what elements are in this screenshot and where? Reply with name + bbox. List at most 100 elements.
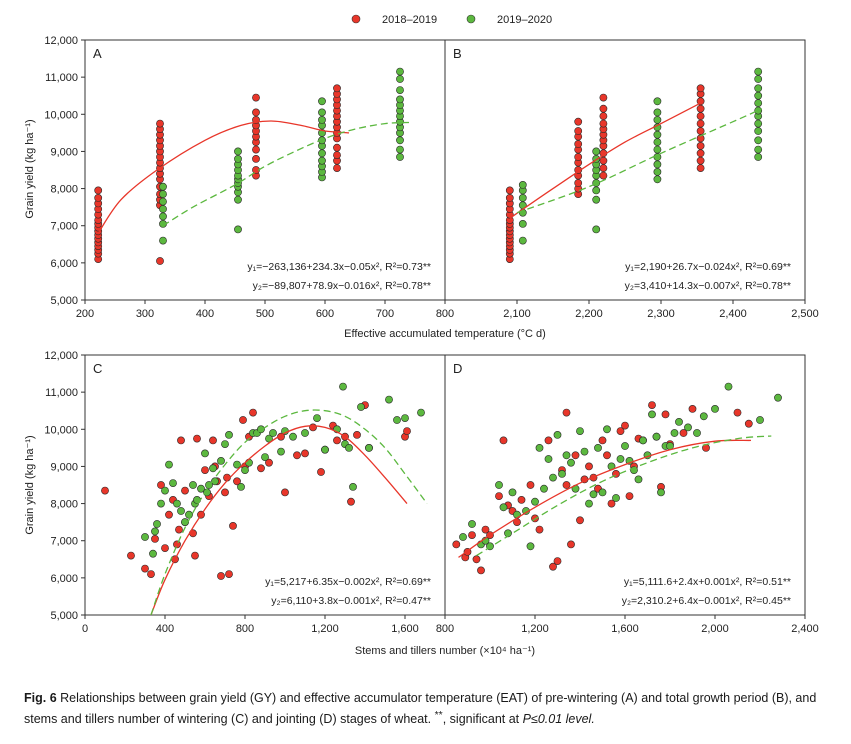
point-B-1-15	[592, 147, 601, 156]
point-D-1-18	[558, 469, 566, 478]
point-A-1-28	[318, 108, 326, 117]
point-B-0-28	[599, 171, 608, 180]
y-tick-label-A-7: 12,000	[44, 35, 78, 47]
figure-caption: Fig. 6 Relationships between grain yield…	[24, 690, 839, 728]
point-A-0-34	[252, 154, 260, 163]
point-D-1-16	[549, 473, 557, 482]
point-D-0-18	[549, 562, 557, 571]
figure-panels: 2018–2019 2019–2020 Grain yield (kg ha⁻¹…	[24, 14, 819, 657]
panel-A: 5,000 6,000 7,000 8,000 9,000 10,000 11,000 12,…	[44, 35, 446, 320]
point-B-1-4	[518, 193, 527, 202]
point-B-0-38	[599, 104, 608, 113]
point-A-1-32	[396, 136, 404, 145]
point-D-0-14	[526, 481, 535, 489]
caption-text: Relationships between grain yield (GY) a…	[24, 691, 817, 727]
point-D-1-1	[468, 520, 476, 528]
point-C-1-44	[349, 482, 357, 491]
fit-line-B-1	[516, 108, 763, 214]
point-D-0-23	[567, 540, 575, 549]
y-axis-title-bottom: Grain yield (kg ha⁻¹)	[24, 435, 36, 534]
point-C-1-41	[339, 382, 347, 391]
point-D-0-8	[495, 492, 503, 500]
point-D-1-15	[544, 455, 553, 463]
x-tick-label-C-3: 1,200	[311, 623, 339, 635]
point-C-1-25	[237, 482, 245, 491]
point-B-0-40	[696, 164, 705, 172]
point-B-1-21	[653, 138, 662, 146]
equation-C-1: y₂=6,110+3.8x−0.001x², R²=0.47**	[271, 595, 431, 607]
point-C-0-40	[309, 423, 317, 432]
point-B-1-30	[754, 127, 763, 135]
point-D-1-20	[567, 458, 575, 467]
point-B-1-27	[754, 153, 763, 161]
y-tick-label-A-1: 6,000	[50, 258, 78, 270]
point-D-1-28	[603, 425, 611, 434]
point-B-1-17	[653, 167, 662, 176]
point-C-0-21	[209, 436, 217, 445]
point-A-1-2	[159, 212, 167, 221]
x-tick-label-D-1: 1,200	[521, 623, 549, 635]
point-D-1-11	[526, 542, 535, 551]
point-D-0-27	[585, 462, 593, 471]
point-B-0-27	[574, 117, 583, 126]
point-D-1-44	[675, 417, 683, 426]
point-A-1-41	[396, 75, 404, 83]
y-tick-label-A-6: 11,000	[45, 72, 78, 84]
point-B-0-36	[599, 119, 608, 128]
point-B-0-22	[574, 153, 583, 161]
point-A-0-31	[156, 119, 164, 128]
point-B-1-33	[754, 106, 763, 115]
point-C-0-3	[147, 570, 155, 578]
point-C-0-5	[157, 481, 165, 489]
equation-B-0: y₁=2,190+26.7x−0.024x², R²=0.69**	[625, 261, 791, 273]
fit-line-A-1	[162, 121, 410, 227]
point-D-1-50	[756, 416, 764, 424]
point-D-1-35	[634, 475, 643, 484]
point-C-1-37	[301, 429, 309, 437]
point-D-1-12	[531, 497, 539, 506]
point-D-0-19	[553, 557, 562, 565]
point-D-0-48	[733, 408, 742, 417]
point-D-0-40	[648, 401, 656, 409]
point-D-1-5	[495, 481, 503, 489]
x-tick-label-B-0: 800	[436, 308, 454, 320]
series-B-0	[505, 84, 705, 263]
point-C-0-33	[249, 408, 257, 417]
point-D-1-23	[580, 447, 589, 456]
point-B-0-48	[696, 104, 705, 113]
point-B-1-36	[754, 84, 763, 93]
fit-line-B-0	[509, 102, 701, 219]
y-tick-label-C-7: 12,000	[44, 350, 78, 362]
point-C-0-28	[229, 522, 237, 530]
series-A-0	[94, 84, 341, 265]
point-A-0-46	[333, 143, 341, 152]
panel-D: 800 1,200 1,600 2,000 2,400 Dy₁=5,111.6+2.4x+…	[436, 354, 819, 635]
point-C-0-6	[161, 544, 169, 552]
point-C-1-36	[289, 432, 297, 441]
point-D-1-43	[670, 429, 679, 437]
point-C-1-50	[417, 408, 425, 417]
legend-label-2018-2019: 2018–2019	[382, 14, 437, 26]
point-D-1-17	[553, 430, 562, 439]
equation-A-1: y₂=−89,807+78.9x−0.016x², R²=0.78**	[253, 280, 431, 292]
point-A-1-8	[234, 195, 242, 204]
point-C-0-30	[239, 416, 247, 424]
point-A-1-22	[318, 149, 326, 158]
y-tick-label-C-3: 8,000	[50, 499, 78, 511]
point-D-0-34	[616, 427, 625, 435]
point-C-1-49	[401, 414, 409, 422]
y-tick-label-C-0: 5,000	[50, 610, 78, 622]
point-C-0-13	[181, 486, 189, 495]
x-tick-label-B-1: 2,100	[503, 308, 531, 320]
point-D-1-51	[774, 393, 782, 402]
point-C-1-23	[225, 430, 233, 439]
x-tick-label-A-2: 400	[196, 308, 214, 320]
point-B-1-24	[653, 116, 662, 124]
point-A-1-29	[318, 97, 326, 106]
point-A-0-42	[252, 93, 260, 102]
y-tick-label-A-5: 10,000	[44, 109, 78, 121]
point-C-0-41	[317, 468, 325, 476]
point-D-0-24	[571, 451, 580, 460]
point-A-0-41	[252, 108, 260, 117]
point-C-0-37	[281, 488, 289, 497]
